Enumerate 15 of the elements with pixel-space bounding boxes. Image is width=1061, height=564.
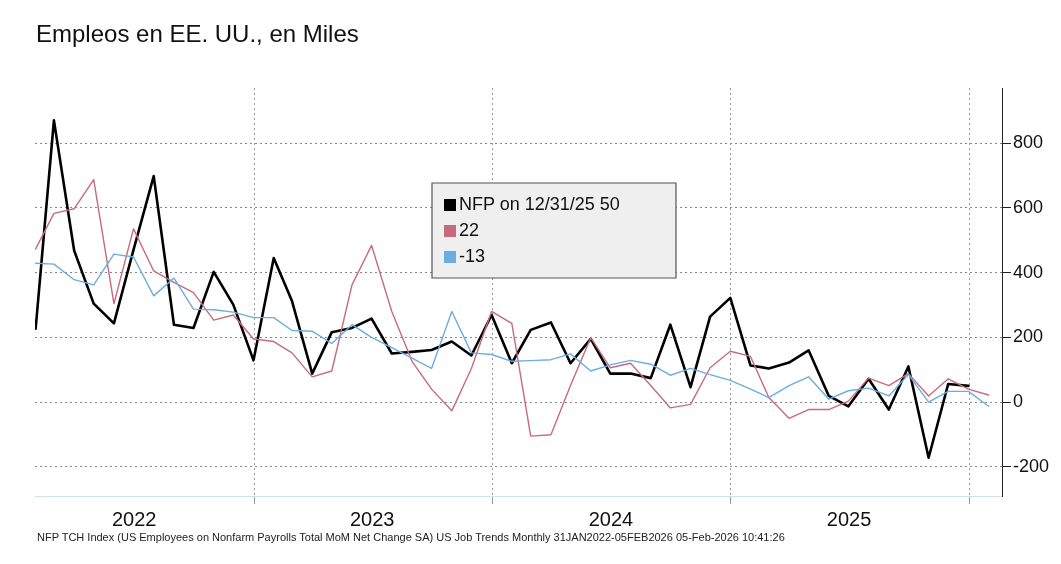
x-tick-label: 2025 — [826, 507, 872, 530]
legend-label: 22 — [458, 219, 480, 240]
y-tick-label: -200 — [1012, 455, 1049, 476]
y-tick-label: 0 — [1012, 391, 1023, 412]
y-tick-label: 800 — [1012, 132, 1044, 153]
y-tick-label: 400 — [1012, 261, 1044, 282]
legend-label: -13 — [458, 245, 485, 266]
y-tick-label: 200 — [1012, 326, 1044, 347]
chart-title: Empleos en EE. UU., en Miles — [35, 19, 360, 49]
x-tick-label: 2022 — [111, 507, 157, 530]
text: NFP TCH Index (US Employees on Nonfarm Payrolls Total MoM Net Change SA) US Job Trends Monthly 31JAN2022-05FEB2026 05-Feb-2026 10:41:26 — [36, 530, 786, 544]
x-tick-label: 2023 — [349, 507, 395, 530]
y-tick-label: 600 — [1012, 196, 1044, 217]
x-tick-label: 2024 — [588, 507, 634, 530]
legend-label: NFP on 12/31/25 50 — [458, 193, 620, 214]
